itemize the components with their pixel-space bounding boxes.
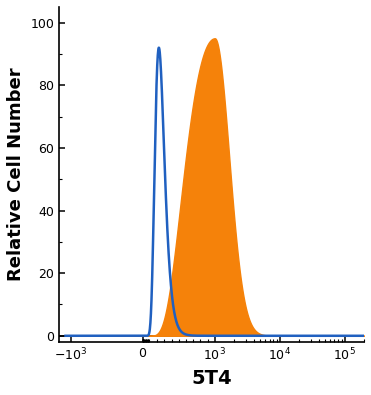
X-axis label: 5T4: 5T4: [191, 369, 232, 388]
Y-axis label: Relative Cell Number: Relative Cell Number: [7, 68, 25, 281]
